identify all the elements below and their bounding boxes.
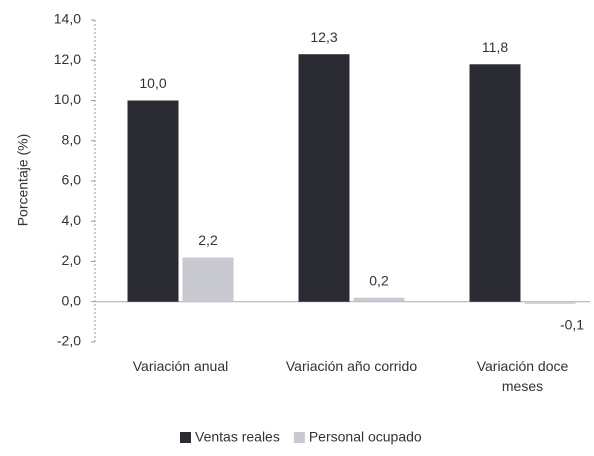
y-tick-label: 0,0	[62, 292, 82, 308]
y-tick-label: 10,0	[54, 91, 81, 107]
bar	[524, 301, 576, 304]
y-tick-label: 12,0	[54, 51, 81, 67]
value-label: 12,3	[310, 29, 337, 45]
value-label: 10,0	[139, 75, 166, 91]
y-tick-label: 4,0	[62, 212, 82, 228]
y-axis-title: Porcentaje (%)	[15, 134, 31, 227]
bar	[127, 100, 179, 302]
legend-label: Ventas reales	[195, 429, 280, 445]
bar	[353, 297, 405, 302]
value-label: 2,2	[198, 232, 218, 248]
value-label: 11,8	[482, 39, 508, 55]
y-tick-label: 2,0	[62, 252, 82, 268]
y-tick-label: 8,0	[62, 131, 82, 147]
y-tick-label: 6,0	[62, 172, 82, 188]
y-tick-label: 14,0	[54, 11, 81, 27]
bar	[469, 64, 521, 302]
x-tick-label: Variación anual	[132, 358, 229, 374]
bar	[182, 257, 234, 302]
legend-swatch	[180, 432, 191, 443]
x-tick-label: Variación año corrido	[285, 358, 418, 374]
y-tick-label: -2,0	[57, 333, 81, 349]
x-tick-label: Variación doce meses	[476, 358, 569, 394]
legend-label: Personal ocupado	[309, 429, 422, 445]
value-label: -0,1	[560, 316, 584, 332]
bar	[298, 54, 350, 302]
value-label: 0,2	[369, 272, 389, 288]
legend-swatch	[293, 432, 305, 443]
